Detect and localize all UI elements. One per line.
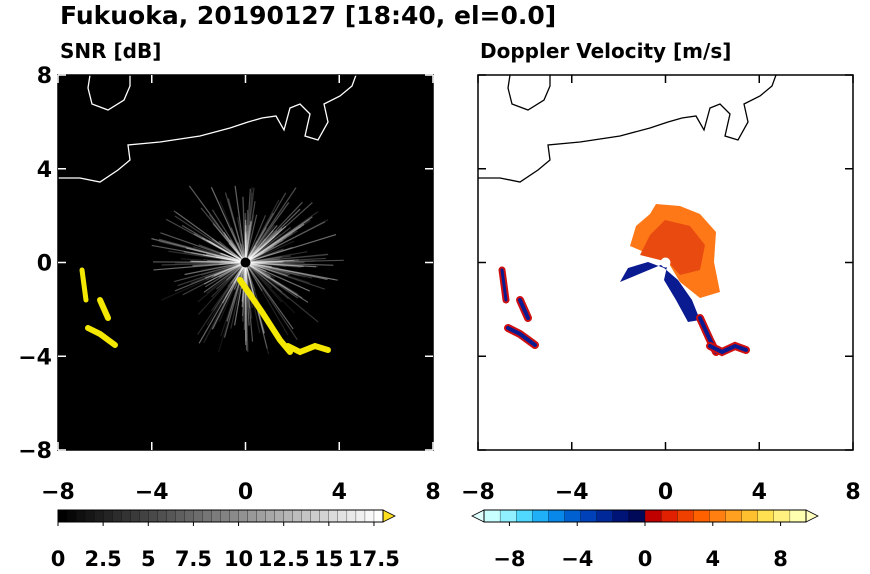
colorbar-segment [284, 510, 293, 522]
colorbar-segment [709, 510, 725, 522]
colorbar-segment [484, 510, 500, 522]
colorbar-segment [302, 510, 311, 522]
colorbar-segment [758, 510, 774, 522]
x-tick-label: 4 [332, 480, 347, 505]
colorbar-segment [516, 510, 532, 522]
colorbar-tick-label: 7.5 [175, 547, 212, 570]
colorbar-segment [58, 510, 67, 522]
colorbar-segment [85, 510, 94, 522]
radar-site [241, 258, 251, 268]
colorbar-segment [548, 510, 564, 522]
colorbar-segment [193, 510, 202, 522]
x-tick-label: −8 [41, 480, 75, 505]
colorbar-tick-label: 0 [51, 547, 66, 570]
colorbar-segment [94, 510, 103, 522]
colorbar-segment [356, 510, 365, 522]
colorbar-segment [742, 510, 758, 522]
colorbar-segment [374, 510, 383, 522]
colorbar-segment [257, 510, 266, 522]
colorbar-segment [726, 510, 742, 522]
colorbar-extend [383, 510, 395, 522]
colorbar-segment [202, 510, 211, 522]
echo-strong [288, 346, 328, 352]
colorbar-segment [293, 510, 302, 522]
colorbar-segment [329, 510, 338, 522]
colorbar-tick-label: 5 [141, 547, 156, 570]
colorbar-segment [790, 510, 806, 522]
colorbar-tick-label: 8 [773, 547, 788, 570]
colorbar-segment [645, 510, 661, 522]
colorbar-segment [248, 510, 257, 522]
colorbar-extend [472, 510, 484, 522]
colorbar-segment [166, 510, 175, 522]
colorbar-tick-label: 17.5 [348, 547, 400, 570]
colorbar-segment [347, 510, 356, 522]
colorbar-segment [175, 510, 184, 522]
colorbar-tick-label: 12.5 [258, 547, 310, 570]
colorbar-segment [221, 510, 230, 522]
colorbar-segment [121, 510, 130, 522]
colorbar-segment [112, 510, 121, 522]
colorbar-segment [774, 510, 790, 522]
colorbar-segment [148, 510, 157, 522]
y-tick-label: 0 [37, 252, 52, 277]
colorbar-segment [139, 510, 148, 522]
colorbar-segment [693, 510, 709, 522]
colorbar-tick-label: −4 [561, 547, 593, 570]
colorbar-segment [629, 510, 645, 522]
colorbar-segment [565, 510, 581, 522]
radar-site [661, 258, 671, 268]
colorbar-extend [806, 510, 818, 522]
x-tick-label: 8 [845, 480, 860, 505]
colorbar-tick-label: 2.5 [85, 547, 122, 570]
colorbar-segment [211, 510, 220, 522]
colorbar-segment [103, 510, 112, 522]
colorbar-segment [532, 510, 548, 522]
panel-title: SNR [dB] [60, 39, 161, 63]
colorbar-segment [157, 510, 166, 522]
x-tick-label: 8 [425, 480, 440, 505]
y-tick-label: −8 [18, 439, 52, 464]
colorbar-segment [661, 510, 677, 522]
panel-title: Doppler Velocity [m/s] [480, 39, 731, 63]
colorbar-segment [338, 510, 347, 522]
x-tick-label: −4 [555, 480, 589, 505]
x-tick-label: 0 [658, 480, 673, 505]
y-tick-label: −4 [18, 345, 52, 370]
colorbar-segment [130, 510, 139, 522]
colorbar-segment [365, 510, 374, 522]
colorbar-segment [76, 510, 85, 522]
colorbar-segment [677, 510, 693, 522]
colorbar-tick-label: 0 [638, 547, 653, 570]
y-tick-label: 8 [37, 64, 52, 89]
x-tick-label: 0 [238, 480, 253, 505]
colorbar-tick-label: 15 [314, 547, 343, 570]
colorbar-segment [320, 510, 329, 522]
figure-title: Fukuoka, 20190127 [18:40, el=0.0] [60, 1, 556, 30]
colorbar-segment [613, 510, 629, 522]
colorbar-segment [275, 510, 284, 522]
colorbar-segment [67, 510, 76, 522]
colorbar-tick-label: 4 [705, 547, 720, 570]
colorbar-segment [311, 510, 320, 522]
colorbar-segment [597, 510, 613, 522]
colorbar-segment [500, 510, 516, 522]
colorbar-segment [184, 510, 193, 522]
colorbar-segment [230, 510, 239, 522]
colorbar-segment [239, 510, 248, 522]
colorbar-tick-label: −8 [493, 547, 525, 570]
colorbar-segment [581, 510, 597, 522]
colorbar-segment [266, 510, 275, 522]
y-tick-label: 4 [37, 158, 52, 183]
colorbar-tick-label: 10 [224, 547, 253, 570]
x-tick-label: 4 [752, 480, 767, 505]
x-tick-label: −4 [135, 480, 169, 505]
x-tick-label: −8 [461, 480, 495, 505]
